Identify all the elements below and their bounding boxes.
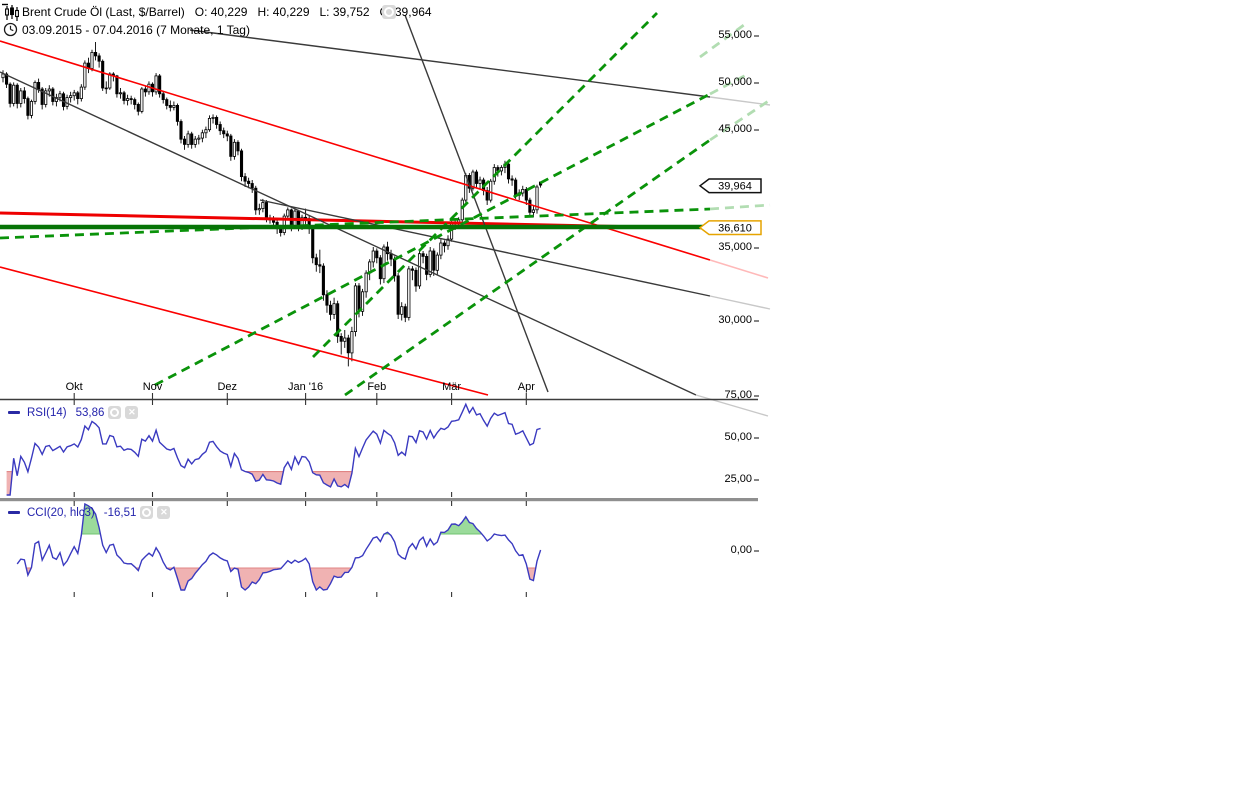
trendline-green-dashed xyxy=(312,12,658,358)
month-axis-label: Dez xyxy=(217,381,238,393)
cci-axis-label: 0,00 xyxy=(730,544,752,556)
trendline-green-dashed xyxy=(344,138,711,397)
series-settings-button[interactable] xyxy=(382,5,396,19)
candlestick-series[interactable] xyxy=(1,42,543,367)
rsi-axis-label: 25,00 xyxy=(724,473,752,485)
trendline-green-dashed xyxy=(0,207,711,240)
trendline-red-faded xyxy=(709,259,769,279)
settings-circle-icon xyxy=(384,7,394,17)
trendline-green-dashed-faded xyxy=(709,203,771,211)
trendline-black xyxy=(189,29,711,98)
month-axis-label: Mär xyxy=(442,381,462,393)
candlestick-series-icon[interactable] xyxy=(1,2,21,22)
month-axis-label: Feb xyxy=(367,381,387,393)
svg-text:36,610: 36,610 xyxy=(718,223,752,235)
cci-label[interactable]: CCI(20, hlc3) xyxy=(27,506,95,519)
svg-text:39,964: 39,964 xyxy=(718,181,752,193)
month-axis-label: Apr xyxy=(517,381,535,393)
cci-line[interactable] xyxy=(16,503,542,591)
trendline-green-dashed-faded xyxy=(709,98,771,142)
price-axis-label: 55,000 xyxy=(718,29,752,41)
month-axis-label: Nov xyxy=(142,381,163,393)
rsi-panel-header: RSI(14) 53,86 ✕ xyxy=(8,406,139,419)
trendline-red xyxy=(0,266,489,396)
trendline-green-dashed-faded xyxy=(709,72,749,96)
rsi-line[interactable] xyxy=(6,402,541,496)
rsi-settings-button[interactable] xyxy=(108,406,122,419)
trendline-black-faded xyxy=(695,394,769,417)
rsi-close-button[interactable]: ✕ xyxy=(125,406,139,419)
trendline-black xyxy=(0,71,697,396)
price-axis-label: 30,000 xyxy=(718,314,752,326)
ohlc-high: H: 40,229 xyxy=(257,5,310,19)
close-icon: ✕ xyxy=(160,507,168,517)
trendline-green-dashed xyxy=(154,92,711,387)
rsi-axis-label: 50,00 xyxy=(724,431,752,443)
indicator-zone-fill xyxy=(81,504,101,534)
trendline-black-faded xyxy=(709,96,771,106)
clock-icon xyxy=(3,22,18,37)
ohlc-low: L: 39,752 xyxy=(319,5,370,19)
rsi-label[interactable]: RSI(14) xyxy=(27,406,67,419)
indicator-zone-fill xyxy=(312,471,353,488)
indicator-zone-fill xyxy=(229,568,282,590)
cci-panel-header: CCI(20, hlc3) -16,51 ✕ xyxy=(8,506,171,519)
panel-borders xyxy=(0,398,758,502)
price-axis-label: 35,000 xyxy=(718,241,752,253)
trendline-black-faded xyxy=(709,295,771,310)
month-axis-label: Jan '16 xyxy=(288,381,324,393)
rsi-axis-label: 75,00 xyxy=(724,389,752,401)
level-price-marker: 36,610 xyxy=(698,220,762,236)
rsi-fills xyxy=(6,471,353,495)
close-icon: ✕ xyxy=(128,407,136,417)
settings-circle-icon xyxy=(142,508,152,517)
cci-close-button[interactable]: ✕ xyxy=(157,506,171,519)
ohlc-open: O: 40,229 xyxy=(194,5,248,19)
trendline-green-dashed-faded xyxy=(699,20,749,59)
cci-value: -16,51 xyxy=(103,506,137,519)
axis-label-ticks xyxy=(754,35,759,552)
indicator-zone-fill xyxy=(174,568,200,590)
cci-legend-line-icon xyxy=(8,511,20,514)
rsi-value: 53,86 xyxy=(75,406,105,419)
instrument-title: Brent Crude Öl (Last, $/Barrel) xyxy=(22,5,185,19)
indicator-zone-fill xyxy=(440,516,482,534)
trend-lines[interactable] xyxy=(0,12,771,417)
price-axis-label: 50,000 xyxy=(718,76,752,88)
trendline-black xyxy=(259,199,711,297)
price-axis-label: 45,000 xyxy=(718,123,752,135)
settings-circle-icon xyxy=(110,408,120,417)
date-range: 03.09.2015 - 07.04.2016 (7 Monate, 1 Tag… xyxy=(22,23,250,37)
axis-ticks xyxy=(73,393,527,597)
cci-settings-button[interactable] xyxy=(140,506,154,519)
trendline-black xyxy=(404,14,549,393)
month-axis-label: Okt xyxy=(65,381,83,393)
last-price-marker: 39,964 xyxy=(698,178,762,194)
indicator-zone-fill xyxy=(310,568,352,590)
rsi-legend-line-icon xyxy=(8,411,20,414)
